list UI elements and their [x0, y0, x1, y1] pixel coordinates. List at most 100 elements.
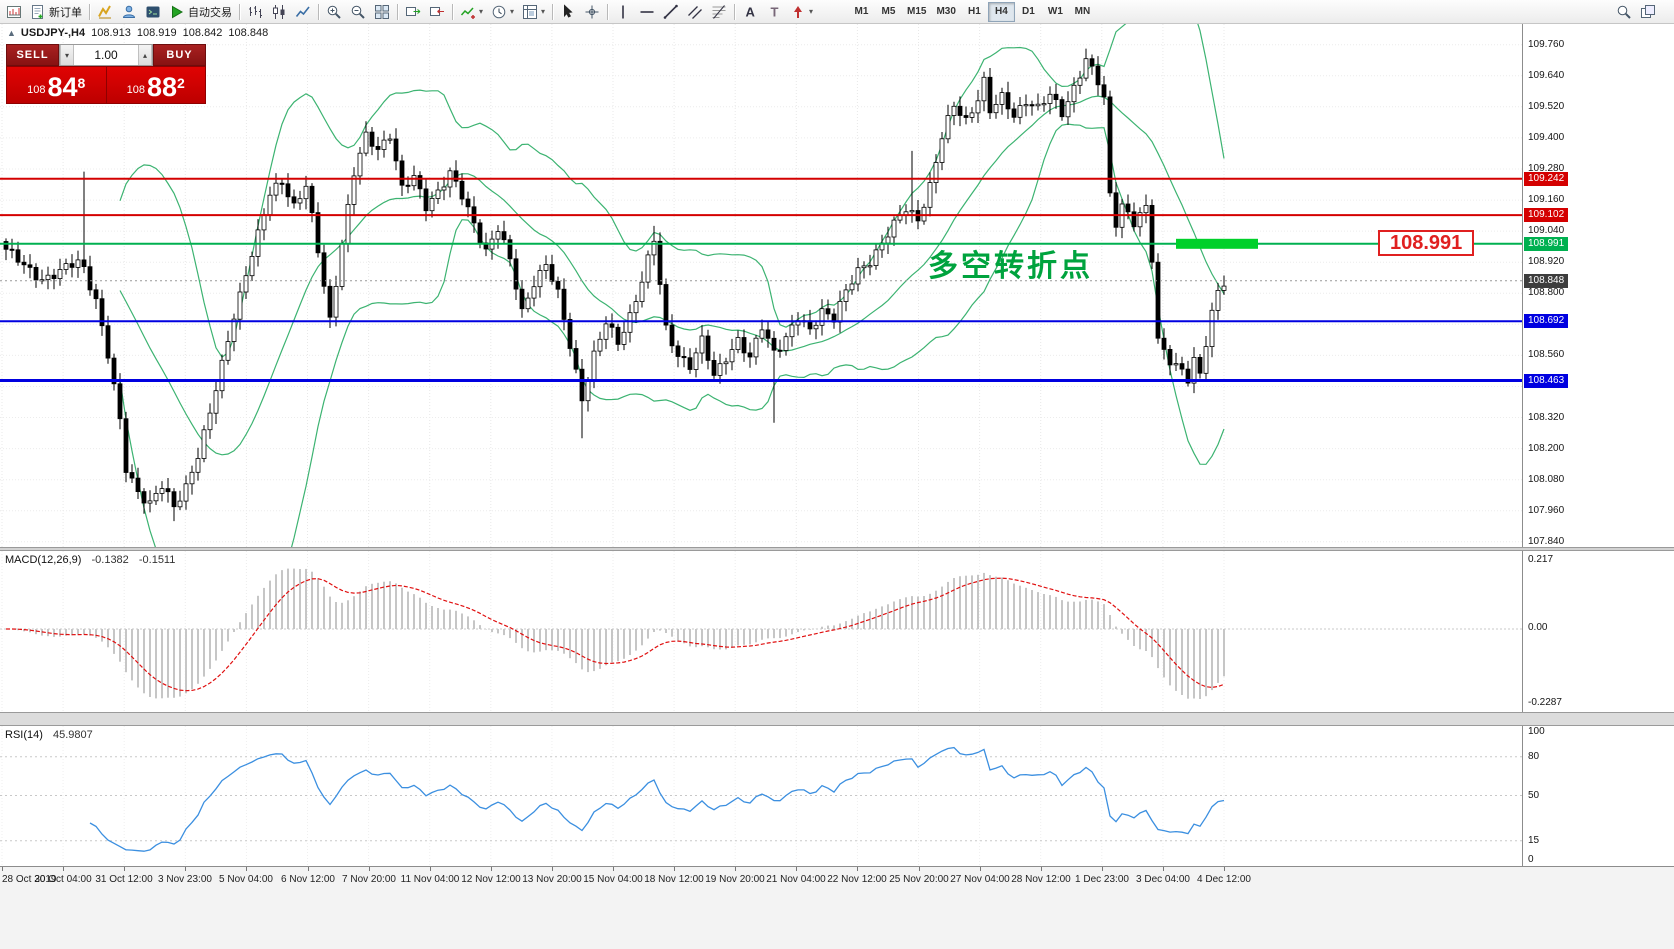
text-label-icon: T: [771, 4, 779, 19]
timeframe-mn-button[interactable]: MN: [1069, 2, 1096, 22]
buy-price[interactable]: 108 88 2: [105, 67, 206, 103]
toolbar-separator: [607, 3, 609, 20]
price-axis-label: 108.200: [1528, 443, 1565, 454]
timeframe-d1-button[interactable]: D1: [1015, 2, 1042, 22]
zoom-out-button[interactable]: [346, 2, 370, 22]
timeframe-w1-button[interactable]: W1: [1042, 2, 1069, 22]
rsi-canvas[interactable]: [0, 726, 1522, 866]
new-window-icon: [1641, 4, 1655, 18]
terminal-button[interactable]: [141, 2, 165, 22]
trade-widget-top-row: SELL ▾ 1.00 ▴ BUY: [6, 44, 206, 66]
templates-button[interactable]: ▾: [518, 2, 549, 22]
dropdown-arrow-icon[interactable]: ▾: [809, 7, 814, 16]
periods-button[interactable]: ▾: [487, 2, 518, 22]
price-line-badge: 109.242: [1524, 172, 1569, 186]
time-axis-tick: [491, 867, 492, 871]
timeframe-h1-button[interactable]: H1: [961, 2, 988, 22]
svg-text:T: T: [771, 4, 779, 19]
auto-scroll-icon: [406, 6, 421, 16]
annotation-text[interactable]: 多空转折点: [928, 250, 1093, 283]
panel-separator-2[interactable]: [0, 712, 1674, 726]
time-axis-tick: [430, 867, 431, 871]
panel-separator[interactable]: [0, 547, 1674, 551]
horizontal-line-icon: [640, 10, 654, 13]
new-order-button[interactable]: 新订单: [26, 2, 86, 22]
rsi-axis-label: 100: [1528, 726, 1545, 737]
dropdown-arrow-icon[interactable]: ▾: [479, 7, 484, 16]
rsi-axis-label: 15: [1528, 835, 1540, 846]
green-highlight-box[interactable]: [1176, 238, 1258, 249]
price-axis-label: 109.760: [1528, 39, 1565, 50]
toolbar-separator: [397, 3, 398, 20]
price-callout[interactable]: 108.991: [1378, 230, 1475, 256]
candlestick-chart-icon: [273, 4, 285, 19]
buy-button[interactable]: BUY: [153, 44, 206, 66]
navigator-button[interactable]: [117, 2, 141, 22]
vertical-line-tool[interactable]: [611, 2, 635, 22]
crosshair-tool-button[interactable]: [580, 2, 604, 22]
price-panel: 108 84 8 108 88 2: [6, 66, 206, 104]
autotrading-button[interactable]: 自动交易: [165, 2, 236, 22]
volume-decrease-button[interactable]: ▾: [60, 45, 74, 65]
sell-button[interactable]: SELL: [6, 44, 59, 66]
current-price-badge: 108.848: [1524, 274, 1569, 288]
timeframe-m15-button[interactable]: M15: [902, 2, 931, 22]
equidistant-channel-tool[interactable]: [683, 2, 707, 22]
arrows-tool[interactable]: ▾: [786, 2, 817, 22]
trendline-tool[interactable]: [659, 2, 683, 22]
collapse-arrow-icon[interactable]: ▲: [7, 28, 16, 38]
time-axis-tick: [1041, 867, 1042, 871]
timeframe-m5-button[interactable]: M5: [875, 2, 902, 22]
timeframe-h4-button[interactable]: H4: [987, 1, 1015, 22]
time-axis-tick: [1163, 867, 1164, 871]
volume-increase-button[interactable]: ▴: [138, 45, 152, 65]
time-axis-label: 11 Nov 04:00: [400, 874, 460, 885]
candlestick-chart-button[interactable]: [267, 2, 291, 22]
tile-windows-button[interactable]: [370, 2, 394, 22]
text-tool[interactable]: A: [738, 2, 762, 22]
macd-canvas[interactable]: [0, 551, 1522, 712]
rsi-axis[interactable]: 100 80 50 15 0: [1522, 726, 1674, 866]
price-line-badge: 108.692: [1524, 314, 1569, 328]
line-chart-button[interactable]: [291, 2, 315, 22]
zoom-out-icon: [351, 5, 365, 19]
timeframe-m1-button[interactable]: M1: [848, 2, 875, 22]
dropdown-arrow-icon[interactable]: ▾: [541, 7, 546, 16]
price-axis[interactable]: 109.760 109.640 109.520 109.400 109.280 109.1…: [1522, 24, 1674, 547]
macd-axis[interactable]: 0.217 0.00 -0.2287: [1522, 551, 1674, 712]
cursor-tool-button[interactable]: [556, 2, 580, 22]
dropdown-arrow-icon[interactable]: ▾: [510, 7, 515, 16]
horizontal-line-tool[interactable]: [635, 2, 659, 22]
market-watch-button[interactable]: [93, 2, 117, 22]
price-axis-label: 109.280: [1528, 163, 1565, 174]
fibonacci-tool[interactable]: [707, 2, 731, 22]
macd-axis-label: 0.00: [1528, 622, 1548, 633]
toolbar-separator: [89, 3, 90, 20]
time-axis[interactable]: 28 Oct 2019 30 Oct 04:00 31 Oct 12:00 3 Nov…: [0, 866, 1674, 949]
search-button[interactable]: [1612, 2, 1636, 22]
macd-value-signal: -0.1511: [138, 554, 176, 566]
sell-price[interactable]: 108 84 8: [7, 67, 106, 103]
volume-value[interactable]: 1.00: [94, 48, 118, 62]
time-axis-tick: [613, 867, 614, 871]
zoom-in-button[interactable]: [322, 2, 346, 22]
time-axis-label: 30 Oct 04:00: [34, 874, 92, 885]
new-window-button[interactable]: [1636, 2, 1660, 22]
chart-shift-button[interactable]: [425, 2, 449, 22]
rsi-line: [89, 746, 1225, 852]
bollinger-band-line: [119, 123, 1225, 547]
bar-chart-button[interactable]: [243, 2, 267, 22]
toolbar: 新订单 自动交易 ▾ ▾ ▾ A T ▾ M1 M5 M15 M30 H1 H4 D1 W1 MN: [0, 0, 1674, 24]
time-axis-label: 31 Oct 12:00: [95, 874, 153, 885]
time-axis-label: 5 Nov 04:00: [219, 874, 273, 885]
main-chart-canvas[interactable]: 多空转折点: [0, 24, 1522, 547]
chart-window-button[interactable]: [2, 2, 26, 22]
indicators-button[interactable]: ▾: [456, 2, 487, 22]
timeframe-m30-button[interactable]: M30: [931, 2, 960, 22]
chart-area[interactable]: 多空转折点 ▲ USDJPY-,H4 108.913 108.919 108.8…: [0, 24, 1674, 547]
time-axis-tick: [1224, 867, 1225, 871]
auto-scroll-button[interactable]: [401, 2, 425, 22]
time-axis-label: 28 Nov 12:00: [1011, 874, 1071, 885]
text-label-tool[interactable]: T: [762, 2, 786, 22]
